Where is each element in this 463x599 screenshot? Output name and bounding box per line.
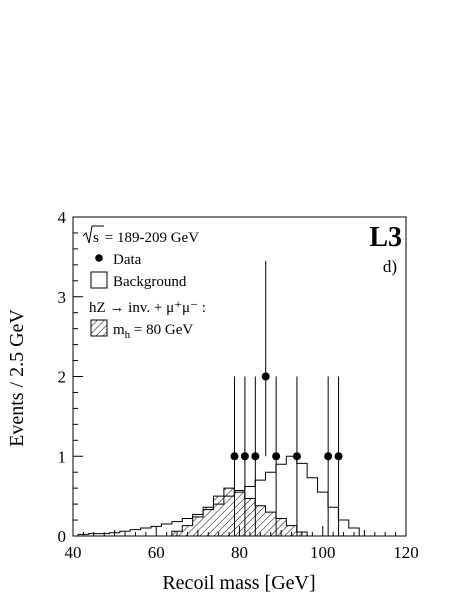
experiment-label: L3: [369, 222, 402, 253]
energy-annotation: s = 189-209 GeV: [82, 225, 199, 246]
data-point: [240, 452, 249, 461]
x-tick-label: 120: [393, 543, 419, 562]
panel-label: d): [383, 257, 397, 276]
axis-layer: 40 60 80 100 120 0 1 2 3 4: [58, 208, 419, 562]
legend-data-marker: [95, 254, 103, 262]
plot-layer: [77, 260, 370, 537]
legend-data-label: Data: [113, 252, 142, 268]
data-point: [334, 452, 343, 461]
signal-process-label: hZ → inv. + μ⁺μ⁻ :: [89, 300, 206, 316]
x-tick-label: 40: [65, 543, 82, 562]
legend-background-swatch: [90, 271, 108, 289]
energy-text: = 189-209 GeV: [101, 230, 199, 246]
data-point: [251, 452, 260, 461]
x-axis-label: Recoil mass [GeV]: [162, 572, 315, 594]
sqrt-s-text: s: [93, 230, 99, 246]
data-point: [261, 372, 270, 381]
sqrt-sign: [82, 225, 104, 244]
data-point: [230, 452, 239, 461]
y-axis-label: Events / 2.5 GeV: [6, 309, 28, 447]
y-tick-label: 1: [58, 447, 67, 466]
legend: Data Background hZ → inv. + μ⁺μ⁻ : mh = …: [89, 252, 206, 341]
y-tick-label: 4: [58, 208, 67, 227]
legend-background-label: Background: [113, 274, 187, 290]
y-tick-label: 2: [58, 368, 67, 387]
x-tick-label: 100: [310, 543, 336, 562]
legend-signal-swatch: [90, 319, 108, 337]
legend-signal-label: mh = 80 GeV: [113, 322, 193, 341]
y-tick-label: 0: [58, 527, 67, 546]
data-point: [292, 452, 301, 461]
x-tick-label: 80: [231, 543, 248, 562]
data-point: [272, 452, 281, 461]
data-point: [324, 452, 333, 461]
y-tick-label: 3: [58, 288, 67, 307]
x-tick-label: 60: [148, 543, 165, 562]
